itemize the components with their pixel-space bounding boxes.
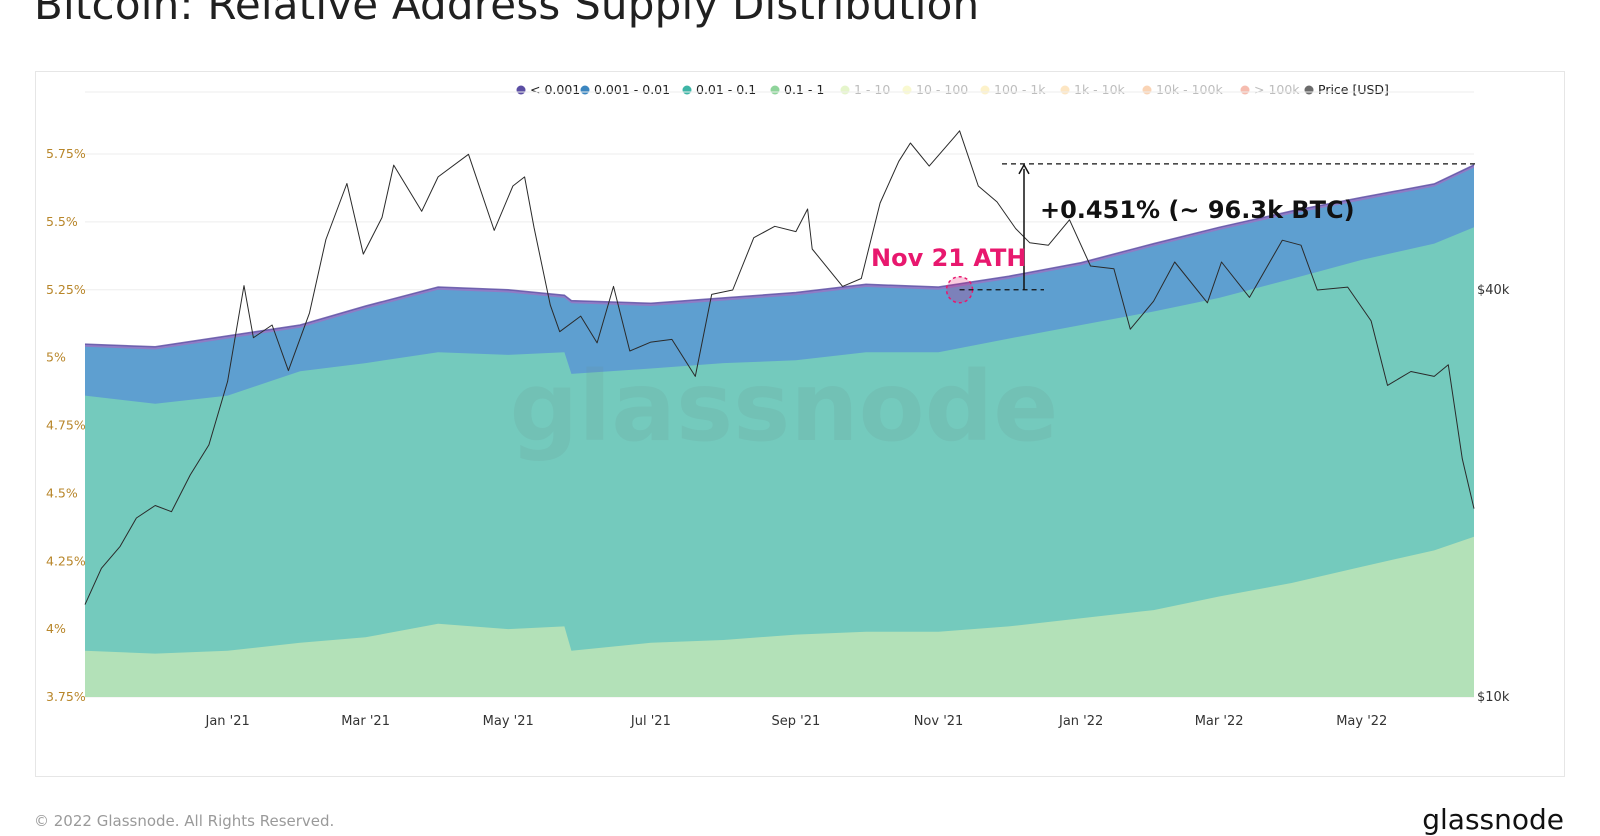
delta-label: +0.451% (~ 96.3k BTC) [1040,196,1355,224]
legend-label: 0.001 - 0.01 [594,82,670,97]
legend-item[interactable]: 10k - 100k [1142,82,1224,97]
legend-item[interactable]: 1 - 10 [840,82,891,97]
legend-swatch [1304,85,1314,95]
legend-swatch [1060,85,1070,95]
watermark: glassnode [510,351,1059,463]
legend-label: < 0.001 [530,82,580,97]
price-line [84,130,1475,605]
y-left-tick-label: 5.5% [46,214,78,229]
legend-label: 1k - 10k [1074,82,1126,97]
legend-item[interactable]: 0.1 - 1 [770,82,825,97]
footer-copyright: © 2022 Glassnode. All Rights Reserved. [34,812,335,830]
legend-label: 10k - 100k [1156,82,1223,97]
x-axis: Jan '21 Mar '21 May '21 Jul '21 Sep '21 Nov '… [204,714,1387,729]
legend-item[interactable]: 100 - 1k [980,82,1047,97]
x-tick-label: May '21 [483,714,534,729]
legend-label: > 100k [1254,82,1300,97]
legend-swatch [580,85,590,95]
legend-swatch [1240,85,1250,95]
legend-label: 0.1 - 1 [784,82,824,97]
y-left-tick-label: 5% [46,350,66,365]
legend-item[interactable]: < 0.001 [516,82,581,97]
ath-label: Nov 21 ATH [871,244,1027,272]
footer-logo[interactable]: glassnode [1422,803,1564,836]
area-top-edge [84,164,1475,348]
area-0-1-1 [85,536,1474,697]
legend-swatch [980,85,990,95]
x-tick-label: Jan '22 [1058,714,1103,729]
y-left-tick-label: 5.25% [46,282,86,297]
y-left-tick-label: 4.25% [46,553,86,568]
legend: < 0.001 0.001 - 0.01 0.01 - 0.1 0.1 - 1 1 - … [516,82,1389,97]
legend-swatch [770,85,780,95]
legend-swatch [902,85,912,95]
x-tick-label: Sep '21 [771,714,820,729]
y-axis-right: $40k $10k [1477,283,1510,705]
legend-item[interactable]: Price [USD] [1304,82,1389,97]
y-axis-left: 5.75% 5.5% 5.25% 5% 4.75% 4.5% 4.25% 4% 3.75% [46,146,86,704]
y-left-tick-label: 4% [46,621,66,636]
chart-svg: < 0.001 0.001 - 0.01 0.01 - 0.1 0.1 - 1 1 - … [46,82,1510,729]
x-tick-label: May '22 [1336,714,1387,729]
legend-swatch [682,85,692,95]
legend-item[interactable]: > 100k [1240,82,1301,97]
legend-label: 100 - 1k [994,82,1046,97]
legend-item[interactable]: 10 - 100 [902,82,969,97]
annotation-layer: Nov 21 ATH +0.451% (~ 96.3k BTC) [871,163,1476,304]
chart-container: < 0.001 0.001 - 0.01 0.01 - 0.1 0.1 - 1 1 - … [35,71,1565,777]
x-tick-label: Mar '22 [1195,714,1244,729]
legend-swatch [840,85,850,95]
legend-item[interactable]: 1k - 10k [1060,82,1126,97]
x-tick-label: Jul '21 [630,714,671,729]
legend-item[interactable]: 0.01 - 0.1 [682,82,757,97]
delta-arrowhead [1018,163,1030,175]
y-left-tick-label: 5.75% [46,146,86,161]
x-tick-label: Mar '21 [341,714,390,729]
legend-label: 0.01 - 0.1 [696,82,756,97]
x-tick-label: Jan '21 [204,714,249,729]
legend-item[interactable]: 0.001 - 0.01 [580,82,671,97]
legend-label: Price [USD] [1318,82,1389,97]
y-left-tick-label: 3.75% [46,689,86,704]
price-line-layer [84,130,1475,605]
area-layer [84,164,1475,698]
y-right-tick-label: $40k [1477,283,1510,298]
y-left-tick-label: 4.75% [46,418,86,433]
legend-label: 1 - 10 [854,82,890,97]
legend-swatch [1142,85,1152,95]
area-0-01-0-1 [85,227,1474,698]
y-right-tick-label: $10k [1477,690,1510,705]
x-tick-label: Nov '21 [914,714,964,729]
legend-label: 10 - 100 [916,82,968,97]
legend-swatch [516,85,526,95]
page-title: Bitcoin: Relative Address Supply Distrib… [34,0,980,29]
y-left-tick-label: 4.5% [46,485,78,500]
